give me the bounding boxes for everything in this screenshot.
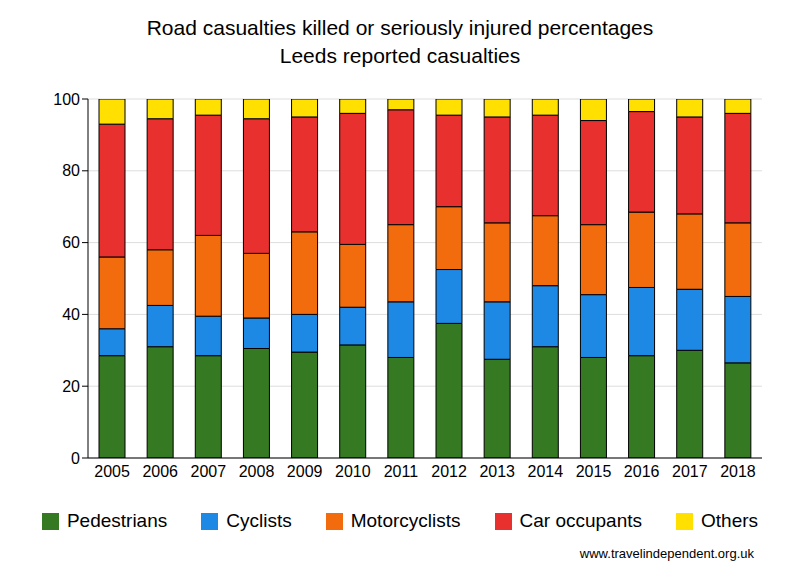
svg-text:2005: 2005 [94, 463, 130, 480]
svg-text:100: 100 [53, 91, 80, 108]
svg-text:2018: 2018 [720, 463, 756, 480]
html-text:Motorcyclists: Motorcyclists [350, 510, 461, 531]
svg-text:80: 80 [62, 162, 80, 179]
html-text:www.travelindependent.org.uk: www.travelindependent.org.uk [579, 546, 754, 561]
svg-text:60: 60 [62, 234, 80, 251]
html-text:Car occupants: Car occupants [519, 510, 642, 531]
html-text:Pedestrians: Pedestrians [66, 510, 168, 531]
svg-text:2016: 2016 [624, 463, 660, 480]
html-text:Cyclists: Cyclists [226, 510, 292, 531]
svg-text:2017: 2017 [672, 463, 708, 480]
svg-text:2007: 2007 [191, 463, 227, 480]
svg-text:2015: 2015 [576, 463, 612, 480]
svg-text:2011: 2011 [384, 463, 419, 480]
svg-text:2013: 2013 [479, 463, 515, 480]
html-text:Leeds reported casualties: Leeds reported casualties [279, 44, 521, 67]
svg-text:40: 40 [62, 306, 80, 323]
svg-text:20: 20 [62, 378, 80, 395]
svg-text:2009: 2009 [287, 463, 323, 480]
html-text:Others: Others [701, 510, 759, 531]
svg-text:2008: 2008 [239, 463, 275, 480]
svg-text:2012: 2012 [431, 463, 467, 480]
svg-text:2014: 2014 [528, 463, 564, 480]
html-text:Road casualties killed or seri: Road casualties killed or seriously inju… [146, 16, 654, 39]
svg-text:2006: 2006 [142, 463, 178, 480]
svg-text:2010: 2010 [335, 463, 371, 480]
svg-text:0: 0 [71, 450, 80, 467]
